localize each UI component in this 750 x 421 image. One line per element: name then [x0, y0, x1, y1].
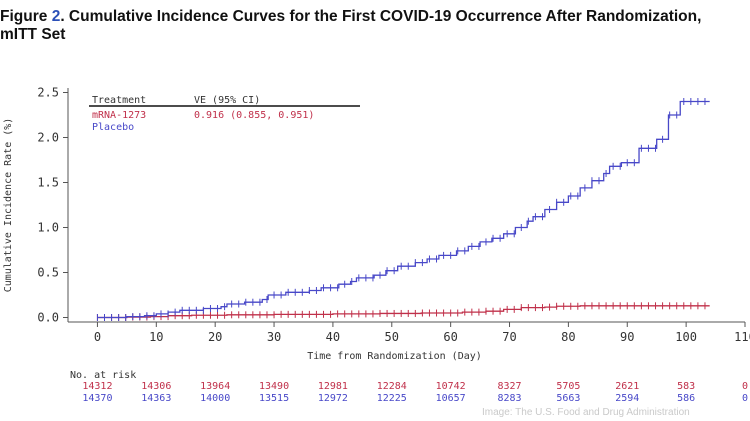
legend-entry-label: Placebo — [92, 122, 134, 133]
at-risk-count: 586 — [677, 393, 695, 404]
x-tick-label: 80 — [561, 330, 575, 344]
at-risk-count: 14306 — [141, 381, 171, 392]
at-risk-count: 5705 — [556, 381, 580, 392]
at-risk-count: 12981 — [318, 381, 348, 392]
x-tick-label: 50 — [385, 330, 399, 344]
x-axis-label: Time from Randomization (Day) — [307, 351, 482, 362]
figure-title-line1: . Cumulative Incidence Curves for the Fi… — [60, 8, 702, 25]
at-risk-count: 12284 — [377, 381, 407, 392]
at-risk-count: 8283 — [497, 393, 521, 404]
at-risk-count: 2594 — [615, 393, 639, 404]
at-risk-count: 0 — [742, 393, 748, 404]
at-risk-count: 5663 — [556, 393, 580, 404]
at-risk-count: 14370 — [82, 393, 112, 404]
y-tick-label: 2.0 — [37, 131, 59, 145]
legend-entry-ve: 0.916 (0.855, 0.951) — [194, 110, 314, 121]
figure-title: Figure 2. Cumulative Incidence Curves fo… — [0, 8, 750, 44]
at-risk-count: 13515 — [259, 393, 289, 404]
at-risk-count: 583 — [677, 381, 695, 392]
x-tick-label: 70 — [502, 330, 516, 344]
x-tick-label: 30 — [267, 330, 281, 344]
y-tick-label: 1.5 — [37, 176, 59, 190]
at-risk-count: 10657 — [436, 393, 466, 404]
x-tick-label: 20 — [208, 330, 222, 344]
at-risk-count: 14312 — [82, 381, 112, 392]
at-risk-count: 2621 — [615, 381, 639, 392]
legend: Treatment VE (95% CI) mRNA-1273 0.916 (0.85… — [89, 95, 360, 133]
legend-entry-label: mRNA-1273 — [92, 110, 146, 121]
x-tick-label: 90 — [620, 330, 634, 344]
x-tick-label: 110 — [734, 330, 750, 344]
at-risk-count: 13490 — [259, 381, 289, 392]
legend-header-ve: VE (95% CI) — [194, 95, 260, 106]
image-credit: Image: The U.S. Food and Drug Administra… — [482, 407, 690, 418]
series-group — [96, 98, 710, 321]
at-risk-count: 8327 — [497, 381, 521, 392]
x-tick-label: 60 — [443, 330, 457, 344]
legend-header-treatment: Treatment — [92, 95, 146, 106]
series-line-placebo — [97, 100, 710, 319]
at-risk-count: 10742 — [436, 381, 466, 392]
y-tick-label: 1.0 — [37, 221, 59, 235]
at-risk-heading: No. at risk — [70, 370, 136, 381]
x-tick-label: 10 — [149, 330, 163, 344]
axes: 0.0 0.5 1.0 1.5 2.0 2.5 0 10 20 30 40 50 60 70 80 90 100… — [3, 86, 750, 363]
figure-number: 2 — [51, 8, 61, 25]
at-risk-count: 13964 — [200, 381, 230, 392]
at-risk-count: 12972 — [318, 393, 348, 404]
x-tick-label: 40 — [326, 330, 340, 344]
at-risk-count: 0 — [742, 381, 748, 392]
y-tick-label: 0.5 — [37, 266, 59, 280]
at-risk-count: 14000 — [200, 393, 230, 404]
y-axis-label: Cumulative Incidence Rate (%) — [3, 118, 14, 293]
figure-title-line2: mITT Set — [0, 26, 66, 43]
y-tick-label: 2.5 — [37, 86, 59, 100]
at-risk-count: 12225 — [377, 393, 407, 404]
figure-prefix: Figure — [0, 8, 48, 25]
x-tick-label: 0 — [94, 330, 101, 344]
at-risk-count: 14363 — [141, 393, 171, 404]
x-tick-label: 100 — [675, 330, 697, 344]
y-tick-label: 0.0 — [37, 311, 59, 325]
